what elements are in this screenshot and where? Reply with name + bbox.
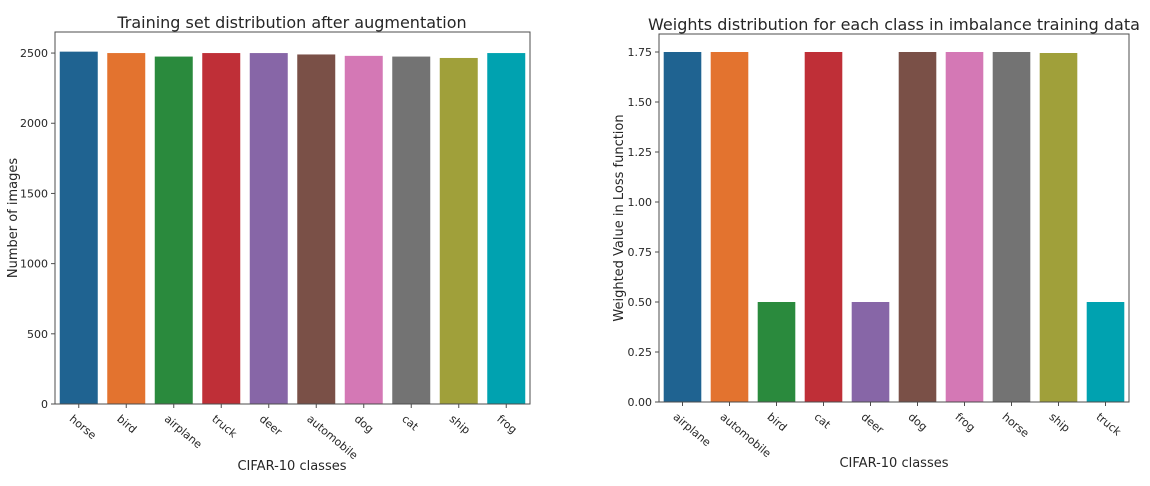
y-ticks: 0 500 1000 1500 2000 2500 bbox=[20, 47, 55, 411]
x-tick-label: truck bbox=[209, 412, 239, 441]
bar-deer bbox=[249, 53, 288, 405]
bar-horse bbox=[59, 51, 98, 405]
bar-group bbox=[663, 52, 1125, 402]
x-tick-label: frog bbox=[953, 410, 978, 434]
bar-ship bbox=[1039, 53, 1078, 402]
bar-bird bbox=[757, 302, 796, 402]
y-ticks: 0.00 0.25 0.50 0.75 1.00 1.25 1.50 1.75 bbox=[628, 46, 659, 409]
x-tick-label: airplane bbox=[671, 410, 714, 449]
x-axis-title: CIFAR-10 classes bbox=[237, 459, 346, 474]
x-tick-label: ship bbox=[447, 412, 473, 437]
bar-automobile bbox=[297, 54, 336, 405]
x-tick-label: automobile bbox=[718, 410, 774, 460]
x-tick-label: bird bbox=[765, 410, 790, 434]
x-tick-label: bird bbox=[114, 412, 139, 436]
chart-title: Weights distribution for each class in i… bbox=[648, 15, 1140, 34]
bar-frog bbox=[487, 53, 526, 405]
chart-class-weights: Weights distribution for each class in i… bbox=[612, 15, 1140, 471]
y-tick-label: 0.25 bbox=[628, 346, 653, 359]
y-tick-label: 2500 bbox=[20, 47, 48, 60]
y-tick-label: 1.00 bbox=[628, 196, 653, 209]
x-tick-label: deer bbox=[257, 412, 285, 438]
y-axis-title: Number of images bbox=[6, 158, 21, 279]
bar-cat bbox=[392, 56, 431, 404]
x-tick-label: horse bbox=[67, 412, 99, 442]
bar-truck bbox=[1086, 302, 1125, 402]
bar-ship bbox=[439, 57, 478, 404]
x-tick-label: cat bbox=[399, 412, 421, 433]
x-tick-label: automobile bbox=[304, 412, 360, 462]
y-tick-label: 1500 bbox=[20, 187, 48, 200]
bar-airplane bbox=[154, 56, 193, 404]
x-tick-label: airplane bbox=[162, 412, 205, 451]
chart-training-distribution: Training set distribution after augmenta… bbox=[6, 13, 531, 474]
bar-group bbox=[59, 51, 526, 405]
x-tick-label: dog bbox=[352, 412, 376, 435]
bar-truck bbox=[202, 53, 241, 405]
x-tick-label: ship bbox=[1047, 410, 1073, 435]
bar-horse bbox=[992, 52, 1031, 402]
x-axis-title: CIFAR-10 classes bbox=[839, 456, 948, 471]
y-tick-label: 2000 bbox=[20, 117, 48, 130]
plot-frame bbox=[658, 33, 1130, 403]
y-tick-label: 1.75 bbox=[628, 46, 653, 59]
bar-dog bbox=[344, 55, 383, 405]
y-tick-label: 500 bbox=[27, 328, 48, 341]
bar-cat bbox=[804, 52, 843, 402]
y-tick-label: 0.50 bbox=[628, 296, 653, 309]
y-tick-label: 0.75 bbox=[628, 246, 653, 259]
x-tick-label: frog bbox=[494, 412, 519, 436]
chart-title: Training set distribution after augmenta… bbox=[116, 13, 466, 32]
y-tick-label: 0 bbox=[41, 398, 48, 411]
y-axis-title: Weighted Value in Loss function bbox=[612, 114, 627, 321]
y-tick-label: 0.00 bbox=[628, 396, 653, 409]
y-tick-label: 1000 bbox=[20, 258, 48, 271]
bar-airplane bbox=[663, 52, 702, 402]
x-tick-label: cat bbox=[812, 410, 834, 431]
x-tick-label: deer bbox=[859, 410, 887, 436]
bar-frog bbox=[945, 52, 984, 402]
plot-frame bbox=[54, 31, 531, 405]
y-tick-label: 1.25 bbox=[628, 146, 653, 159]
x-tick-label: horse bbox=[1000, 410, 1032, 440]
bar-dog bbox=[898, 52, 937, 402]
bar-bird bbox=[107, 53, 146, 405]
y-tick-label: 1.50 bbox=[628, 96, 653, 109]
x-tick-label: dog bbox=[906, 410, 930, 433]
bar-automobile bbox=[710, 52, 749, 402]
x-tick-label: truck bbox=[1094, 410, 1124, 439]
bar-deer bbox=[851, 302, 890, 402]
